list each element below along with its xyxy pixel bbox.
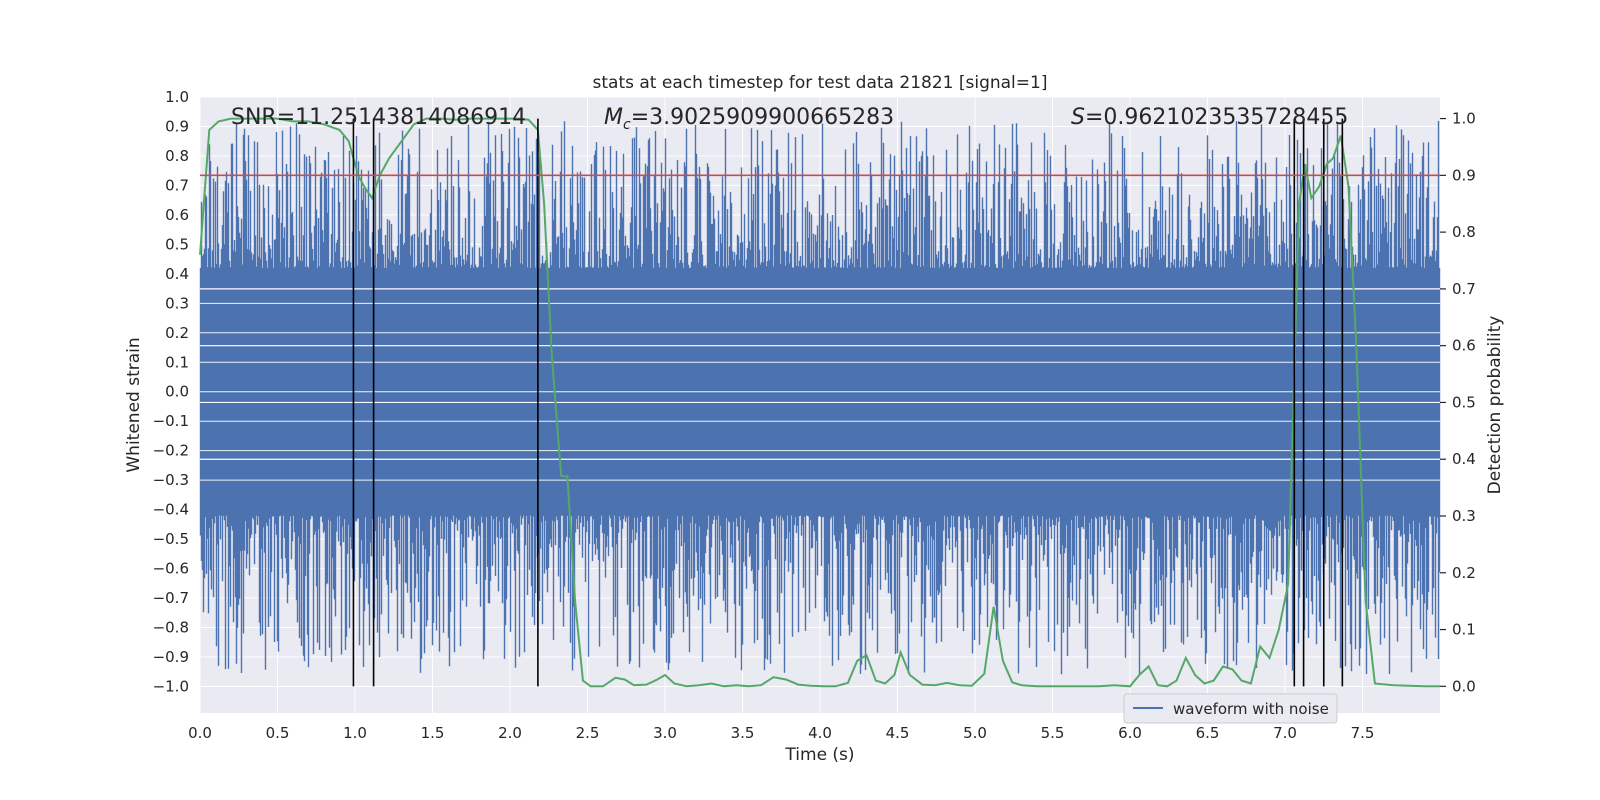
x-axis-label: Time (s) [784, 745, 854, 765]
y-tick-label-0: 1.0 [165, 88, 189, 106]
y-tick-label-19: −0.9 [153, 648, 189, 666]
waveform-series [199, 121, 1441, 675]
chart-title: stats at each timestep for test data 218… [593, 73, 1048, 93]
y-tick-label-6: 0.4 [165, 265, 189, 283]
x-tick-label-2: 1.0 [343, 724, 367, 742]
x-tick-label-12: 6.0 [1118, 724, 1142, 742]
legend-box [1123, 693, 1338, 724]
y-tick-label-12: −0.2 [153, 442, 189, 460]
x-tick-label-7: 3.5 [731, 724, 755, 742]
y2-tick-label-2: 0.8 [1452, 223, 1476, 241]
x-tick-label-3: 1.5 [421, 724, 445, 742]
y-axis-ticks: 1.0 0.9 0.8 0.7 0.6 0.5 0.4 0.3 0.2 0.1 0.0 −0.1 −0.… [153, 88, 189, 695]
y-axis-label: Whitened strain [124, 337, 144, 472]
x-axis-ticks: 0.0 0.5 1.0 1.5 2.0 2.5 3.0 3.5 4.0 4.5 5.0 5.5 6.0 6… [188, 724, 1374, 742]
y-tick-label-1: 0.9 [165, 117, 189, 135]
y2-axis-ticks: 1.0 0.9 0.8 0.7 0.6 0.5 0.4 0.3 0.2 0.1 0.0 [1440, 110, 1476, 695]
y-tick-label-20: −1.0 [153, 677, 189, 695]
legend-label: waveform with noise [1173, 700, 1329, 718]
y-tick-label-4: 0.6 [165, 206, 189, 224]
y2-tick-label-6: 0.4 [1452, 450, 1476, 468]
y-tick-label-7: 0.3 [165, 294, 189, 312]
y2-tick-label-4: 0.6 [1452, 337, 1476, 355]
y-tick-label-8: 0.2 [165, 324, 189, 342]
y2-tick-label-0: 1.0 [1452, 110, 1476, 128]
y-tick-label-5: 0.5 [165, 235, 189, 253]
y-tick-label-10: 0.0 [165, 383, 189, 401]
y-tick-label-3: 0.7 [165, 176, 189, 194]
y2-tick-label-5: 0.5 [1452, 393, 1476, 411]
legend: waveform with noise [1123, 693, 1338, 724]
y-tick-label-9: 0.1 [165, 353, 189, 371]
detection-probability-line [199, 117, 1440, 688]
y2-axis-label: Detection probability [1485, 316, 1505, 495]
chirp-mass-annotation: Mc=3.9025909900665283 [604, 105, 894, 133]
y-tick-label-14: −0.4 [153, 501, 189, 519]
probability-series [199, 117, 1440, 688]
x-tick-label-0: 0.0 [188, 724, 212, 742]
y-tick-label-13: −0.3 [153, 471, 189, 489]
score-value: =0.9621023535728455 [1085, 105, 1348, 130]
score-annotation: S=0.9621023535728455 [1071, 105, 1348, 130]
y-tick-label-16: −0.6 [153, 560, 189, 578]
x-tick-label-4: 2.0 [498, 724, 522, 742]
x-tick-label-9: 4.5 [886, 724, 910, 742]
chirp-mass-value: =3.9025909900665283 [631, 105, 894, 130]
x-tick-label-5: 2.5 [576, 724, 600, 742]
vertical-marker-lines [352, 118, 1344, 687]
chirp-mass-symbol: M [604, 105, 623, 130]
y2-tick-label-3: 0.7 [1452, 280, 1476, 298]
x-tick-label-8: 4.0 [808, 724, 832, 742]
x-tick-label-14: 7.0 [1273, 724, 1297, 742]
x-tick-label-11: 5.5 [1041, 724, 1065, 742]
chirp-mass-subscript: c [623, 117, 631, 133]
score-symbol: S [1071, 105, 1085, 130]
x-tick-label-10: 5.0 [963, 724, 987, 742]
y2-tick-label-8: 0.2 [1452, 564, 1476, 582]
y-tick-label-18: −0.8 [153, 619, 189, 637]
y-tick-label-11: −0.1 [153, 412, 189, 430]
y-tick-label-17: −0.7 [153, 589, 189, 607]
x-tick-label-13: 6.5 [1196, 724, 1220, 742]
x-tick-label-15: 7.5 [1351, 724, 1375, 742]
snr-annotation: SNR=11.25143814086914 [231, 105, 526, 130]
x-tick-label-1: 0.5 [266, 724, 290, 742]
y2-tick-label-9: 0.1 [1452, 621, 1476, 639]
y2-tick-label-1: 0.9 [1452, 166, 1476, 184]
y2-tick-label-10: 0.0 [1452, 677, 1476, 695]
x-tick-label-6: 3.0 [653, 724, 677, 742]
y-tick-label-15: −0.5 [153, 530, 189, 548]
y2-tick-label-7: 0.3 [1452, 507, 1476, 525]
y-tick-label-2: 0.8 [165, 147, 189, 165]
